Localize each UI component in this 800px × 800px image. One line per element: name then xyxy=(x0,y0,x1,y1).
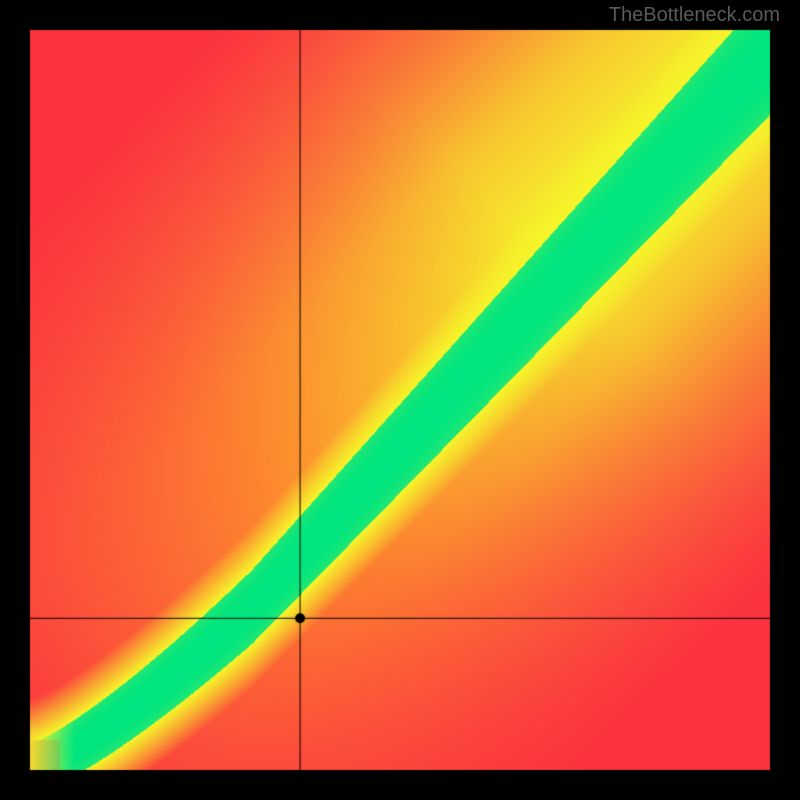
bottleneck-heatmap-canvas xyxy=(0,0,800,800)
attribution-text: TheBottleneck.com xyxy=(609,4,780,27)
chart-container: TheBottleneck.com xyxy=(0,0,800,800)
